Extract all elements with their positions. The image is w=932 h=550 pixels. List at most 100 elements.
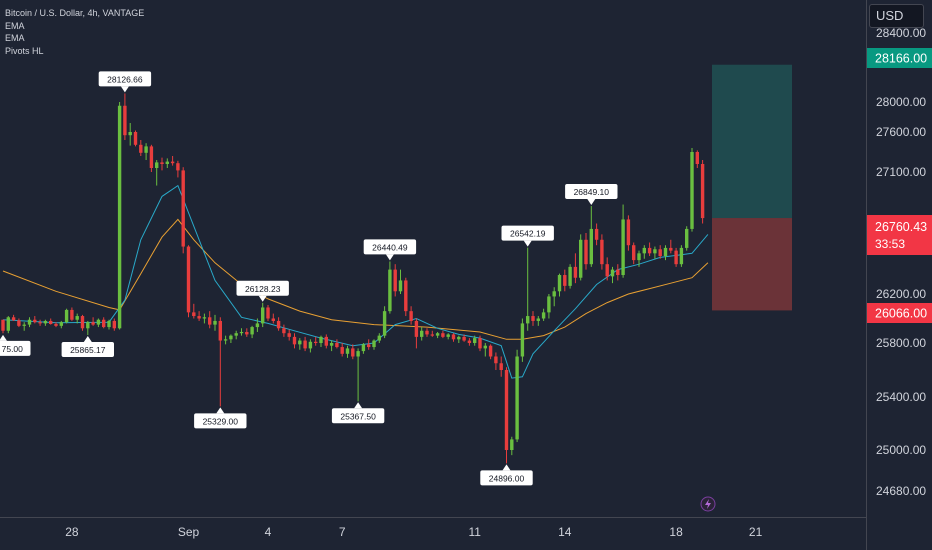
- candle: [96, 318, 101, 328]
- candle: [605, 257, 609, 281]
- candle: [695, 150, 699, 168]
- candle: [356, 348, 360, 402]
- candle-body: [457, 336, 461, 340]
- candle: [149, 144, 154, 172]
- pivot-label: 25329.00: [203, 416, 239, 426]
- candle-body: [669, 247, 673, 251]
- candle-body: [139, 144, 143, 153]
- candle-body: [165, 161, 169, 164]
- candle: [86, 320, 90, 336]
- pivot-label: 75.00: [2, 344, 24, 354]
- candle-body: [690, 152, 694, 229]
- candle-body: [398, 280, 403, 292]
- candle-body: [467, 340, 472, 343]
- pivot-low: 25865.17: [61, 336, 114, 358]
- candle-body: [80, 316, 85, 329]
- candle-body: [271, 318, 275, 321]
- candle: [250, 325, 254, 339]
- candle-body: [573, 266, 578, 278]
- candle: [526, 247, 530, 331]
- candle-body: [303, 340, 307, 349]
- pivot-label: 26849.10: [574, 187, 610, 197]
- price-badges: 28166.00 26760.43 33:53 26066.00: [867, 48, 932, 323]
- candle: [658, 245, 662, 259]
- position-zones: [712, 64, 792, 311]
- candle: [425, 328, 429, 337]
- ema-fast-indicator[interactable]: EMA: [5, 20, 25, 31]
- pivot-pointer: [354, 402, 363, 409]
- candle: [287, 329, 291, 341]
- candle: [223, 335, 228, 345]
- candle-body: [170, 161, 175, 164]
- candle: [49, 318, 53, 325]
- y-tick-label: 26200.00: [876, 287, 926, 301]
- candle: [393, 264, 397, 297]
- candle: [144, 143, 148, 160]
- candle-body: [488, 345, 493, 357]
- candle-body: [658, 249, 662, 257]
- pivot-pointer: [502, 464, 511, 471]
- candle-body: [557, 275, 562, 292]
- candle-body: [526, 316, 530, 324]
- pivots-indicator[interactable]: Pivots HL: [5, 45, 44, 56]
- pivot-low: 25329.00: [194, 407, 247, 429]
- candle: [457, 335, 461, 343]
- candle-body: [75, 316, 79, 320]
- candle: [229, 334, 233, 343]
- last-price-text: 26760.43: [875, 220, 927, 234]
- candle-body: [192, 312, 196, 317]
- symbol-title[interactable]: Bitcoin / U.S. Dollar, 4h, VANTAGE: [5, 8, 145, 18]
- candle: [80, 314, 85, 331]
- y-tick-label: 25800.00: [876, 336, 926, 350]
- candle-body: [653, 249, 657, 254]
- candle: [541, 308, 546, 321]
- candle-body: [605, 264, 609, 277]
- stop-price-badge: 26066.00: [867, 303, 932, 323]
- candle: [245, 328, 249, 337]
- candle: [531, 311, 535, 326]
- pivot-low: 24896.00: [480, 464, 533, 486]
- candle: [276, 317, 281, 331]
- candle-body: [536, 318, 540, 321]
- candle: [494, 352, 498, 370]
- countdown-text: 33:53: [875, 237, 905, 251]
- candle: [54, 322, 58, 328]
- candle-body: [117, 105, 122, 329]
- candle-body: [340, 347, 344, 354]
- candle-body: [6, 317, 10, 331]
- candle: [11, 314, 16, 321]
- currency-button[interactable]: USD: [869, 4, 924, 28]
- candle-body: [579, 239, 583, 278]
- candle-body: [64, 309, 69, 323]
- x-tick-label: 11: [468, 525, 481, 539]
- candle-body: [473, 338, 477, 343]
- candle-body: [186, 246, 191, 313]
- y-tick-label: 25000.00: [876, 443, 926, 457]
- candle-body: [483, 345, 487, 349]
- flash-icon[interactable]: [700, 496, 716, 512]
- candle-body: [86, 322, 90, 329]
- pivot-pointer: [258, 295, 267, 302]
- candle-body: [393, 269, 397, 292]
- candle-body: [663, 247, 668, 257]
- candle: [520, 318, 525, 362]
- candle-body: [218, 320, 222, 341]
- candle-body: [329, 343, 334, 346]
- candle: [139, 140, 143, 156]
- candle: [473, 335, 477, 346]
- candle-body: [43, 320, 48, 324]
- pivot-high: 26128.23: [236, 280, 289, 302]
- candle-body: [17, 320, 21, 326]
- candle: [589, 206, 593, 267]
- candle-body: [637, 253, 641, 261]
- candle-body: [425, 330, 429, 335]
- candle: [642, 245, 646, 259]
- ema-slow-indicator[interactable]: EMA: [5, 33, 25, 43]
- loss-zone: [712, 218, 792, 311]
- candle-body: [531, 316, 535, 321]
- pivot-label: 26128.23: [245, 284, 281, 294]
- candle-body: [96, 319, 101, 325]
- candle: [345, 345, 350, 358]
- candle: [700, 160, 705, 224]
